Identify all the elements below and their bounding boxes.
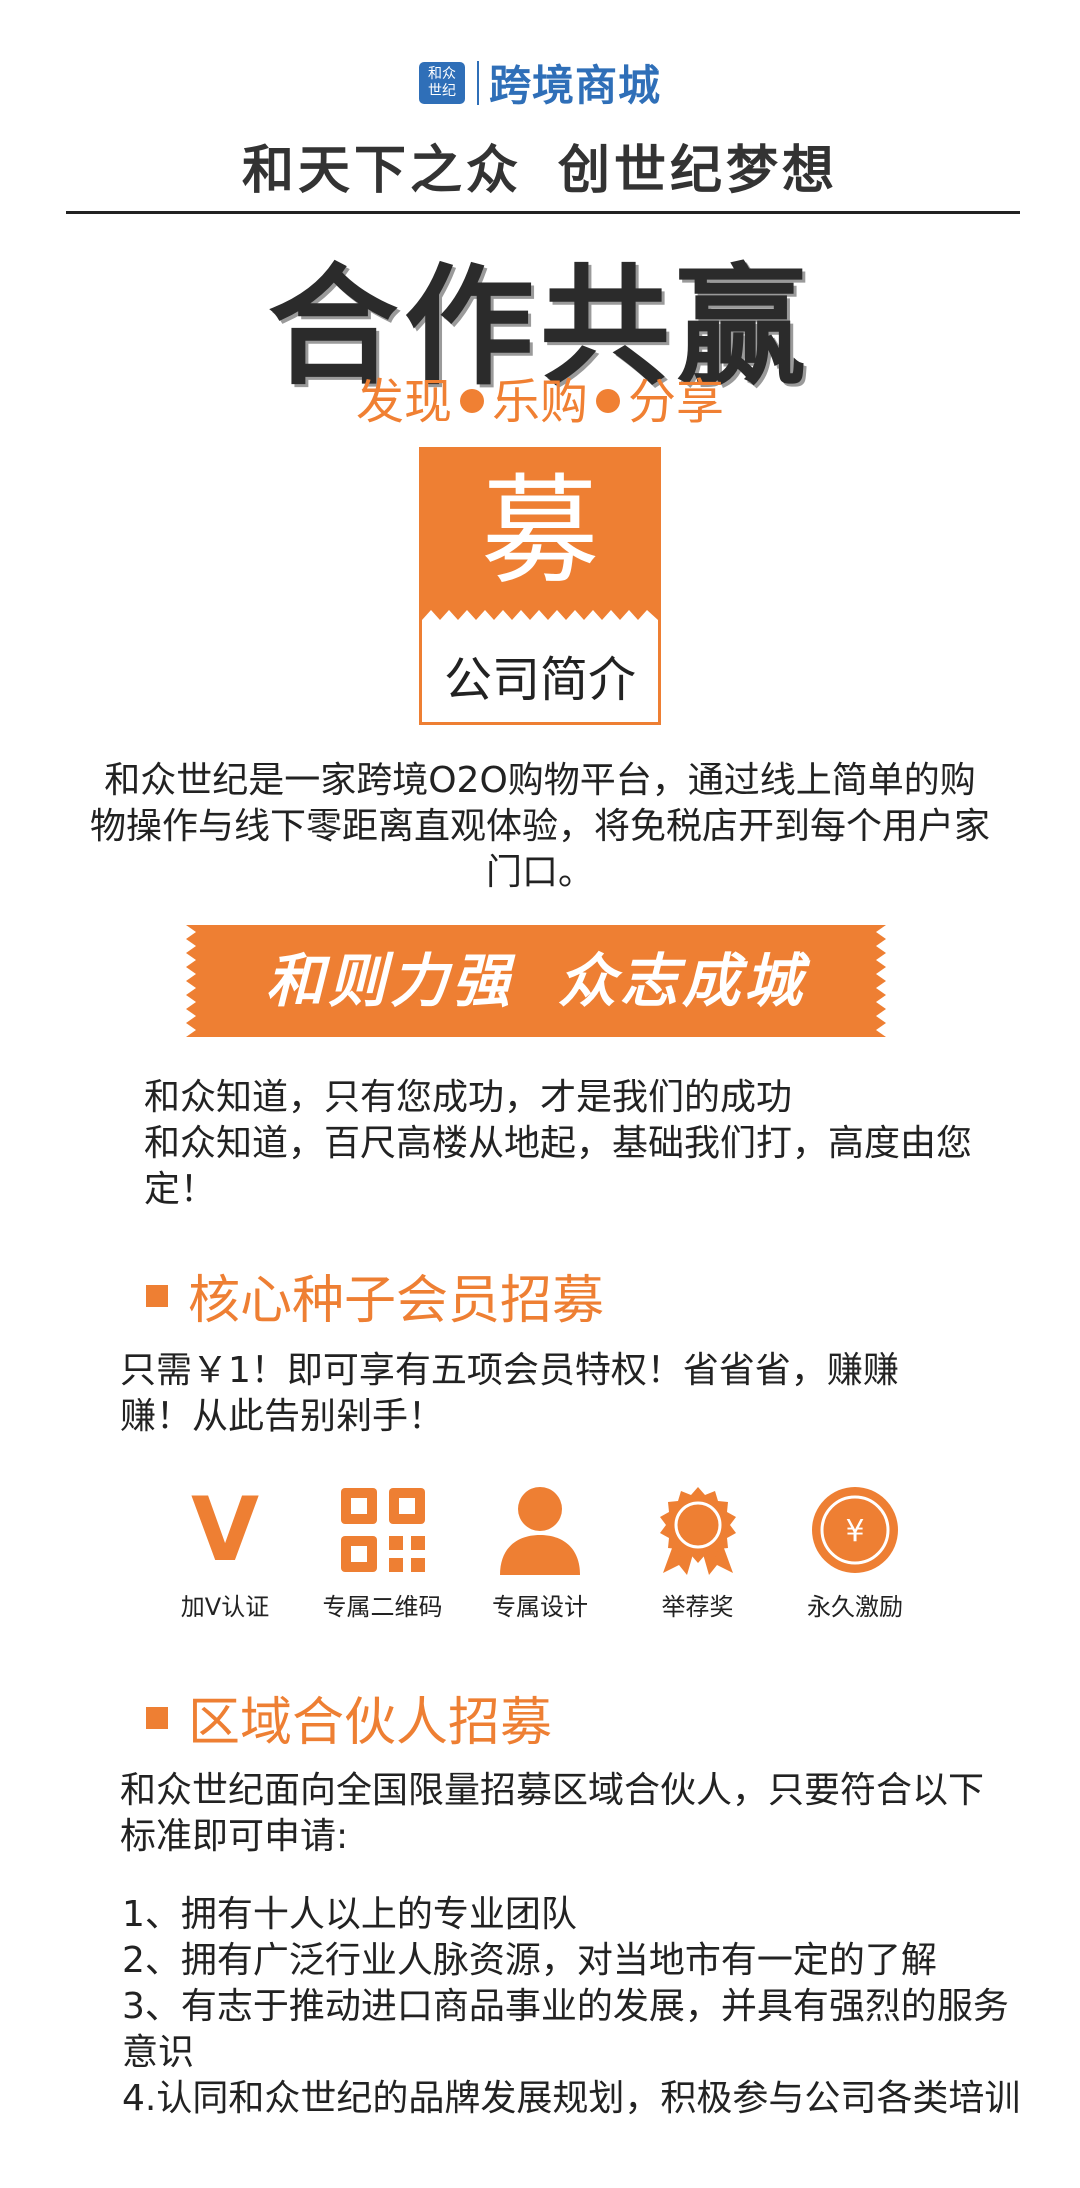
motto-line2: 和众知道，百尺高楼从地起，基础我们打，高度由您定！ xyxy=(144,1123,973,1210)
banner-part2: 众志成城 xyxy=(558,947,807,1015)
list-item: 3、有志于推动进口商品事业的发展，并具有强烈的服务意识 xyxy=(122,1986,1009,2073)
section-heading-regional-partners: 区域合伙人招募 xyxy=(146,1680,552,1755)
recruit-badge: 募 公司简介 xyxy=(419,447,661,725)
person-icon xyxy=(500,1487,580,1575)
section2-title: 区域合伙人招募 xyxy=(188,1693,553,1753)
section1-title: 核心种子会员招募 xyxy=(188,1271,605,1331)
square-bullet-icon xyxy=(146,1284,168,1307)
section-heading-seed-members: 核心种子会员招募 xyxy=(146,1258,604,1333)
badge-header xyxy=(422,450,658,630)
privilege-label: 举荐奖 xyxy=(661,1593,734,1621)
qr-code-icon xyxy=(340,1488,425,1572)
list-item: 4.认同和众世纪的品牌发展规划，积极参与公司各类培训 xyxy=(122,2078,1021,2119)
brand-logo-line1: 和众 xyxy=(427,65,456,82)
v-icon: V xyxy=(190,1478,260,1581)
badge-character: 募 xyxy=(480,462,599,600)
page-title: 合作共赢 xyxy=(0,222,1080,410)
motto-banner: 和则力强 众志成城 xyxy=(186,925,886,1037)
square-bullet-icon xyxy=(146,1706,168,1729)
privilege-qr-code: 专属二维码 xyxy=(308,1485,458,1622)
tagline-item-share: 分享 xyxy=(628,374,725,430)
header-divider xyxy=(66,211,1020,214)
brand-logo-line2: 世纪 xyxy=(427,82,456,99)
tagline-item-shop: 乐购 xyxy=(491,374,588,430)
brand-name: 跨境商城 xyxy=(488,61,661,110)
badge-subtitle: 公司简介 xyxy=(443,652,636,708)
motto-text: 和众知道，只有您成功，才是我们的成功 和众知道，百尺高楼从地起，基础我们打，高度… xyxy=(144,1075,974,1213)
privilege-label: 加V认证 xyxy=(180,1593,270,1621)
bullet-dot-icon xyxy=(596,389,620,413)
slogan-part1: 和天下之众 xyxy=(241,141,522,201)
banner-text: 和则力强 众志成城 xyxy=(186,925,886,1037)
privilege-label: 专属二维码 xyxy=(322,1593,443,1621)
tagline-item-discover: 发现 xyxy=(355,374,452,430)
privilege-referral-award: 举荐奖 xyxy=(623,1485,773,1622)
slogan-part2: 创世纪梦想 xyxy=(558,141,839,201)
zigzag-edge-icon xyxy=(422,610,658,634)
section1-text: 只需￥1！即可享有五项会员特权！省省省，赚赚赚！从此告别剁手！ xyxy=(120,1350,899,1437)
section2-text: 和众世纪面向全国限量招募区域合伙人，只要符合以下标准即可申请: xyxy=(120,1770,985,1857)
banner-part1: 和则力强 xyxy=(265,947,514,1015)
svg-text:¥: ¥ xyxy=(845,1514,864,1549)
privilege-v-certification: V 加V认证 xyxy=(150,1485,300,1622)
company-intro: 和众世纪是一家跨境O2O购物平台，通过线上简单的购物操作与线下零距离直观体验，将… xyxy=(90,760,991,893)
ribbon-background-icon xyxy=(186,925,886,1037)
award-icon xyxy=(659,1487,736,1575)
requirements-list: 1、拥有十人以上的专业团队 2、拥有广泛行业人脉资源，对当地市有一定的了解 3、… xyxy=(122,1892,1022,2122)
privilege-label: 永久激励 xyxy=(807,1593,903,1621)
privilege-icon-row: V 加V认证 专属二维码 xyxy=(150,1485,930,1622)
tagline: 发现 乐购 分享 xyxy=(0,362,1080,432)
brand-logo: 和众 世纪 xyxy=(418,61,465,104)
privilege-permanent-incentive: ¥ 永久激励 xyxy=(780,1485,930,1622)
privilege-design: 专属设计 xyxy=(465,1485,615,1622)
privilege-label: 专属设计 xyxy=(492,1593,588,1621)
brand-divider xyxy=(476,60,479,105)
coin-icon: ¥ xyxy=(812,1487,898,1573)
motto-line1: 和众知道，只有您成功，才是我们的成功 xyxy=(144,1077,793,1118)
list-item: 1、拥有十人以上的专业团队 xyxy=(122,1894,577,1935)
list-item: 2、拥有广泛行业人脉资源，对当地市有一定的了解 xyxy=(122,1940,937,1981)
slogan: 和天下之众 创世纪梦想 xyxy=(0,128,1080,203)
bullet-dot-icon xyxy=(459,389,484,413)
brand-header: 和众 世纪 跨境商城 xyxy=(0,52,1080,113)
